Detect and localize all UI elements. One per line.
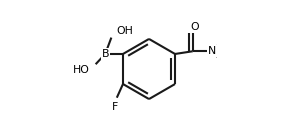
Text: O: O: [190, 22, 199, 32]
Text: HO: HO: [73, 65, 89, 75]
Text: B: B: [101, 49, 109, 59]
Text: OH: OH: [116, 26, 133, 36]
Text: F: F: [112, 102, 119, 112]
Text: N: N: [208, 46, 216, 56]
